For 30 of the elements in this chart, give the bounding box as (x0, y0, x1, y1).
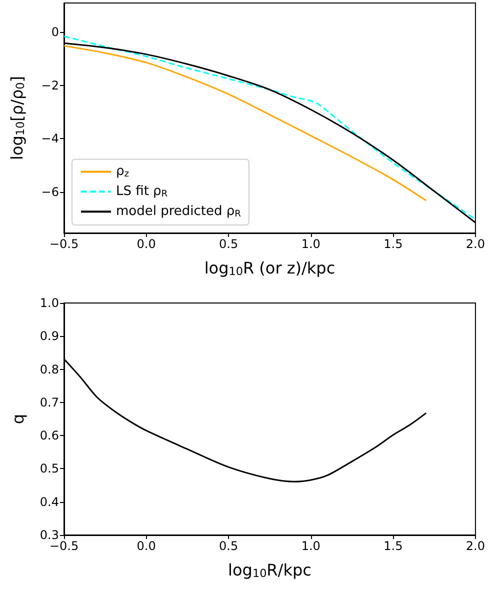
y-tick-label: 0.6 (40, 428, 59, 443)
y-tick-label: −4 (41, 132, 59, 146)
legend-label: model predicted ρR (116, 204, 242, 220)
y-tick-label: 0.3 (40, 528, 59, 542)
y-tick-label: −2 (41, 78, 59, 92)
line-series (63, 45, 427, 202)
legend-label: LS fit ρR (116, 184, 168, 200)
y-axis-title: q (8, 414, 28, 424)
x-tick-label: 0.5 (219, 237, 238, 251)
x-tick-label: 0.0 (136, 539, 156, 553)
y-tick-label: 0.7 (40, 395, 59, 410)
x-tick-label: 1.0 (301, 539, 320, 553)
x-tick-label: 0.0 (136, 237, 156, 251)
x-tick-label: 1.5 (384, 539, 403, 553)
y-axis-title: log10[ρ/ρ0] (7, 76, 27, 160)
y-tick-label: −6 (41, 184, 59, 199)
x-tick-label: −0.5 (49, 237, 79, 251)
x-tick-label: −0.5 (49, 539, 79, 553)
legend-label: ρz (116, 164, 130, 180)
x-tick-label: 1.5 (384, 237, 403, 251)
y-tick-label: 1.0 (40, 296, 59, 310)
x-tick-label: 0.5 (219, 539, 238, 553)
y-tick-label: 0.5 (40, 462, 59, 476)
x-tick-label: 1.0 (301, 237, 320, 251)
x-tick-label: 2.0 (466, 237, 486, 251)
y-tick-label: 0.8 (40, 362, 59, 376)
x-tick-label: 2.0 (466, 539, 486, 553)
y-tick-label: 0 (51, 25, 59, 40)
y-tick-label: 0.9 (40, 329, 59, 344)
y-tick-label: 0.4 (40, 494, 59, 509)
